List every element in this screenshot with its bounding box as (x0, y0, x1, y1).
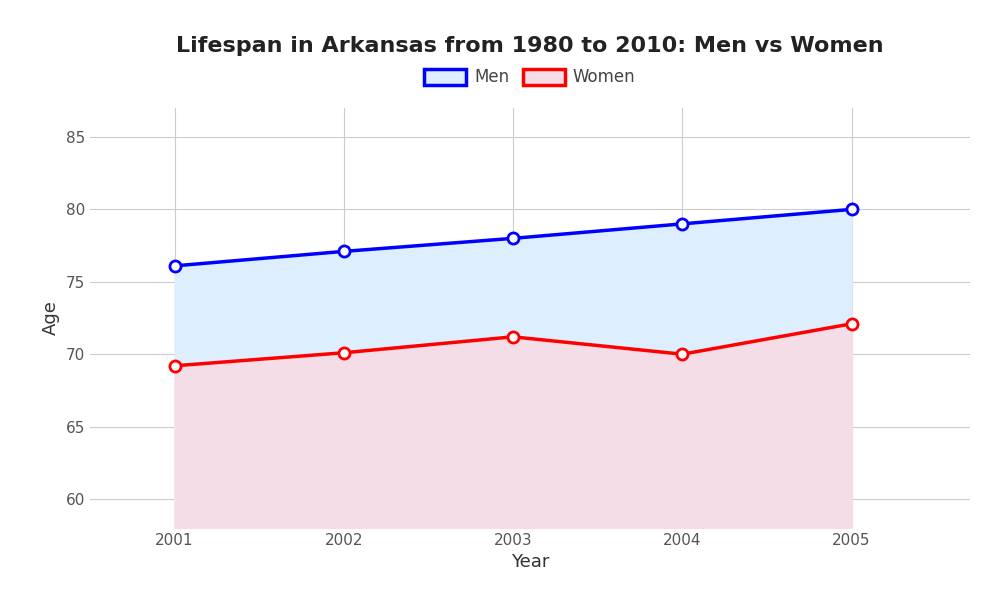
X-axis label: Year: Year (511, 553, 549, 571)
Legend: Men, Women: Men, Women (418, 62, 642, 93)
Title: Lifespan in Arkansas from 1980 to 2010: Men vs Women: Lifespan in Arkansas from 1980 to 2010: … (176, 37, 884, 56)
Y-axis label: Age: Age (42, 301, 60, 335)
